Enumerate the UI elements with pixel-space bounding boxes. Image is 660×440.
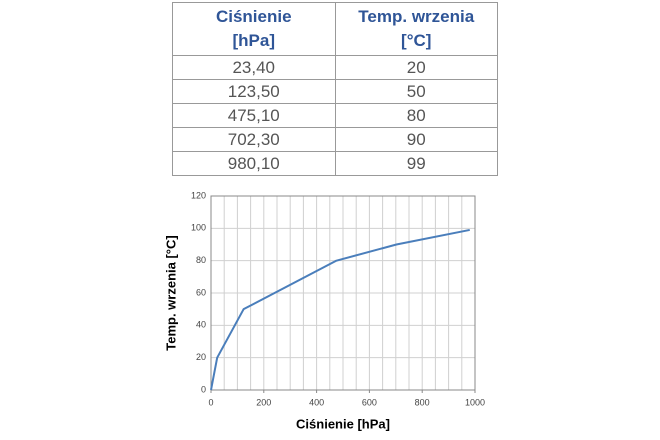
data-table: Ciśnienie [hPa] Temp. wrzenia [°C] 23,40 20…	[172, 2, 498, 176]
table-row: 980,10 99	[172, 151, 498, 176]
x-tick-label: 0	[208, 397, 213, 407]
table-row: 23,40 20	[172, 55, 498, 80]
y-tick-label: 0	[201, 384, 206, 394]
table-cell: 99	[334, 151, 498, 176]
plot-frame	[210, 195, 476, 391]
x-tick-label: 1000	[465, 397, 485, 407]
x-tick-label: 400	[309, 397, 324, 407]
table-cell: 80	[334, 103, 498, 128]
table-row: 123,50 50	[172, 79, 498, 104]
x-axis-title: Ciśnienie [hPa]	[296, 416, 390, 431]
header-cell: Temp. wrzenia [°C]	[334, 2, 498, 56]
table-cell: 980,10	[172, 151, 336, 176]
y-tick-label: 120	[191, 190, 206, 200]
header-cell: Ciśnienie [hPa]	[172, 2, 336, 56]
header-text: Ciśnienie	[215, 7, 292, 26]
x-tick-label: 200	[256, 397, 271, 407]
table-cell: 123,50	[172, 79, 336, 104]
x-tick-label: 600	[362, 397, 377, 407]
header-unit: [hPa]	[232, 31, 276, 50]
header-text: Temp. wrzenia	[358, 7, 475, 26]
table-cell: 475,10	[172, 103, 336, 128]
y-axis-title: Temp. wrzenia [°C]	[163, 235, 178, 350]
x-tick-label: 800	[415, 397, 430, 407]
y-tick-label: 100	[191, 223, 206, 233]
table-body: 23,40 20 123,50 50 475,10 80 702,30 90 980,10 99	[172, 55, 498, 176]
table-cell: 50	[334, 79, 498, 104]
y-tick-label: 40	[196, 320, 206, 330]
y-tick-label: 20	[196, 352, 206, 362]
table-row: 702,30 90	[172, 127, 498, 152]
table-row: 475,10 80	[172, 103, 498, 128]
header-unit: [°C]	[401, 31, 432, 50]
table-cell: 20	[334, 55, 498, 80]
y-tick-label: 60	[196, 287, 206, 297]
data-line	[210, 228, 470, 391]
y-tick-label: 80	[196, 255, 206, 265]
header-row: Ciśnienie [hPa] Temp. wrzenia [°C]	[172, 2, 498, 56]
